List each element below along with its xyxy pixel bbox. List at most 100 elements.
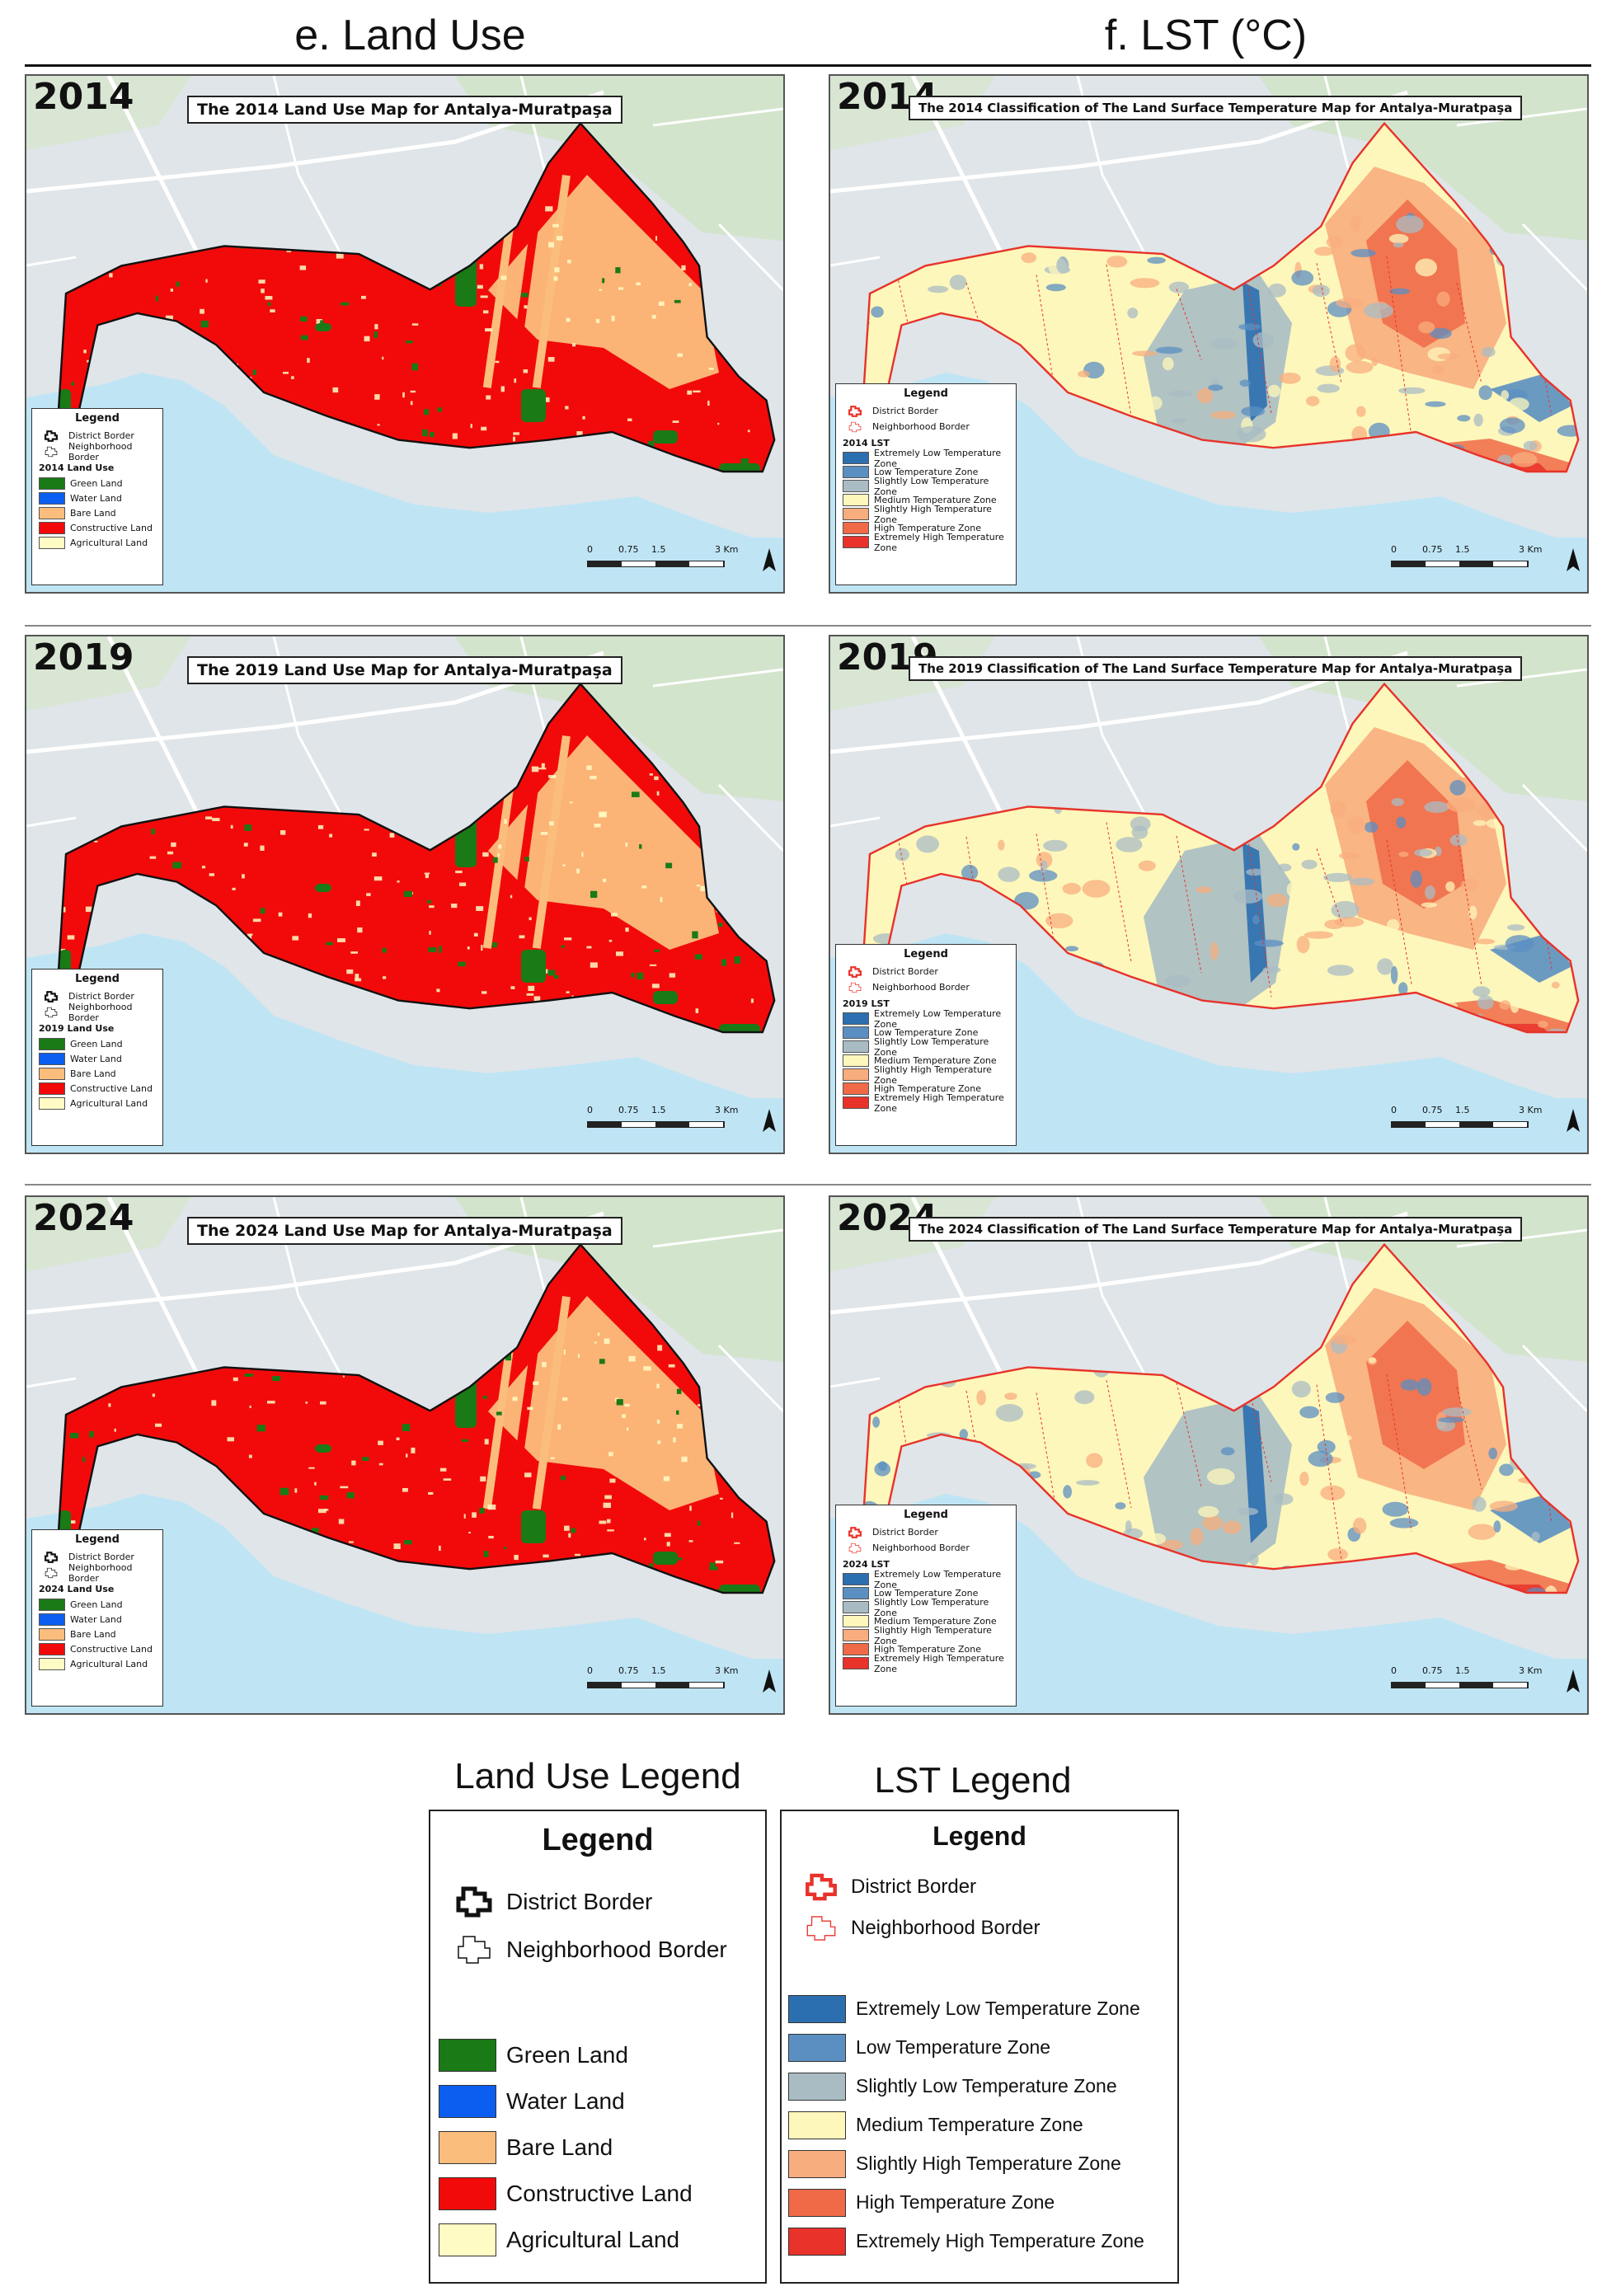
map-legend-label: High Temperature Zone [874,1083,981,1094]
district-border-icon [39,1551,63,1564]
map-legend-label: Medium Temperature Zone [874,1616,997,1627]
scale-bar-tick: 3 Km [1519,1665,1543,1676]
lst-swatch [788,2188,846,2217]
north-arrow-icon [762,1109,777,1138]
lst-legend-title: Legend [932,1821,1026,1851]
neighborhood-border-icon [843,1542,867,1555]
map-legend-row: Neighborhood Border [39,1562,156,1584]
map-legend-label: District Border [68,1552,134,1562]
map-legend-row: High Temperature Zone [843,1642,1009,1656]
map-legend-swatch [39,477,65,490]
map-legend-label: Neighborhood Border [68,440,133,462]
scale-bar-labels: 0 0.75 1.5 3 Km [1391,544,1564,557]
map-legend-swatch [843,508,869,520]
district-border [853,121,1580,543]
map-legend-swatch [843,1012,869,1025]
north-arrow-icon [762,548,777,577]
map-legend-swatch [843,480,869,492]
land-use-swatch [439,2223,496,2256]
scale-bar-labels: 0 0.75 1.5 3 Km [1391,1665,1564,1679]
map-legend: Legend District Border Neighborhood Border… [31,1529,163,1707]
lst-legend-row: Extremely High Temperature Zone [788,2226,1177,2256]
lst-legend-label: Slightly Low Temperature Zone [856,2075,1117,2096]
map-legend-label: Extremely Low Temperature Zone [874,447,1002,469]
map-legend-label: Green Land [70,1038,123,1049]
map-legend-label: Neighborhood Border [872,421,970,432]
scale-bar-tick: 0.75 [1422,1665,1443,1676]
basemap-road [652,668,783,688]
district-border [853,682,1580,1104]
north-arrow-icon [762,1669,777,1698]
scale-bar-tick: 3 Km [1519,544,1543,555]
neighborhood-border-icon [39,1006,63,1019]
map-legend-row: Water Land [39,1612,156,1627]
land-use-swatch [439,2039,496,2072]
neighborhood-border-icon [39,445,63,458]
map-legend-row: Water Land [39,491,156,505]
map-legend-swatch [39,1082,65,1095]
scale-bar-tick: 0.75 [618,544,639,555]
scale-bar-tick: 3 Km [715,1665,739,1676]
map-legend-row: Bare Land [39,505,156,520]
map-legend-swatch [39,1037,65,1050]
land-use-legend-items: Green Land Water Land Bare Land Constructiv… [430,2036,765,2259]
neighborhood-border-icon [806,1916,836,1941]
map-legend-label: Agricultural Land [70,537,148,548]
map-legend-swatch [843,1082,869,1095]
map-year-label: 2019 [33,636,134,678]
map-year-label: 2024 [33,1197,134,1239]
map-legend-row: Constructive Land [39,1081,156,1096]
map-legend-label: Neighborhood Border [68,1001,133,1023]
map-legend: Legend District Border Neighborhood Border… [835,1505,1017,1707]
lst-legend-neighborhood-border-label: Neighborhood Border [851,1917,1041,1939]
map-legend-row: Low Temperature Zone [843,1026,1009,1040]
map-legend-title: Legend [75,412,120,425]
map-legend-label: Slightly High Temperature Zone [874,503,992,525]
scale-bar-tick: 1.5 [651,544,666,555]
row-divider-2 [25,1184,1591,1186]
district-border [853,1242,1580,1664]
district-border [49,682,776,1104]
district-border-icon [39,990,63,1003]
map-legend-section: 2019 LST [843,998,890,1009]
sea-area [26,373,783,592]
map-legend-label: Water Land [70,1053,122,1064]
district-border-icon [843,1526,867,1539]
lst-legend-label: Extremely High Temperature Zone [856,2230,1144,2251]
land-use-legend-row: Water Land [439,2082,765,2120]
scale-bar-tick: 0 [1391,544,1397,555]
scale-bar: 0 0.75 1.5 3 Km [1391,1105,1564,1138]
neighborhood-border-icon [843,420,867,434]
legend-district-border-label: District Border [506,1889,653,1914]
scale-bar-tick: 1.5 [651,1665,666,1676]
lst-legend-caption: LST Legend [874,1760,1072,1801]
lst-legend-label: Medium Temperature Zone [856,2114,1083,2135]
basemap-road [26,256,77,267]
land-use-legend-label: Constructive Land [506,2181,693,2206]
land-use-legend-label: Green Land [506,2042,628,2068]
lst-legend: Legend District Border Neighborhood Bord… [780,1810,1179,2284]
scale-bar-tick: 0.75 [1422,544,1443,555]
map-legend-row: Neighborhood Border [843,1540,1009,1556]
map-legend-section: 2024 Land Use [39,1584,115,1594]
map-legend-row: Water Land [39,1051,156,1066]
land-use-map-2014: 2014 The 2014 Land Use Map for Antalya-Mu… [25,74,785,594]
map-legend: Legend District Border Neighborhood Border… [31,969,163,1146]
land-use-swatch [439,2085,496,2118]
district-border-icon [456,1886,492,1918]
map-legend-row: District Border [39,428,156,444]
district-border-icon [843,405,867,418]
map-legend-label: Low Temperature Zone [874,467,979,477]
map-legend-title: Legend [904,387,948,400]
map-legend-row: Extremely Low Temperature Zone [843,448,1009,469]
lst-legend-neighborhood-border-row: Neighborhood Border [803,1909,1177,1947]
map-legend-row: Slightly Low Temperature Zone [843,1036,1009,1058]
basemap-road [1521,783,1587,852]
map-legend-swatch [39,1067,65,1080]
map-legend-swatch [39,1052,65,1065]
map-legend-label: District Border [68,991,134,1002]
map-legend-label: Extremely High Temperature Zone [874,1652,1004,1674]
map-canvas [26,1197,783,1713]
scale-bar-tick: 3 Km [715,1105,739,1115]
lst-legend-row: Low Temperature Zone [788,2032,1177,2063]
